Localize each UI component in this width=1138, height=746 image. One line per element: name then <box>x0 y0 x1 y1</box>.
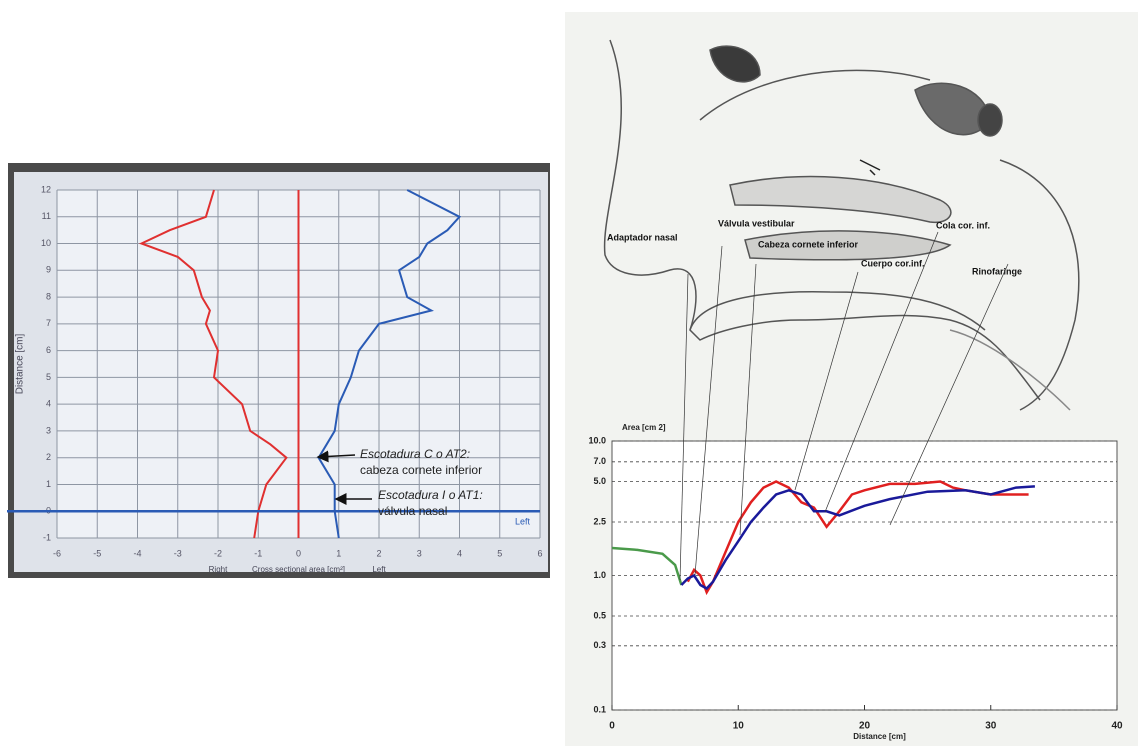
x-tick-label: 0 <box>296 548 301 558</box>
annotation: Escotadura I o AT1: <box>378 488 483 502</box>
y-tick-label: 10.0 <box>588 435 606 445</box>
y-tick-label: 1 <box>46 479 51 489</box>
anatomy-label: Rinofaringe <box>972 266 1022 276</box>
anatomy-label: Cola cor. inf. <box>936 220 990 230</box>
anatomy-label: Válvula vestibular <box>718 218 795 228</box>
y-axis-label: Distance [cm] <box>15 333 26 394</box>
x-tick-label: 3 <box>417 548 422 558</box>
annotation: cabeza cornete inferior <box>360 463 482 477</box>
y-tick-label: 1.0 <box>593 570 606 580</box>
y-tick-label: 7 <box>46 318 51 328</box>
y-tick-label: 3 <box>46 425 51 435</box>
x-tick-label: 30 <box>985 721 997 732</box>
anatomy-label: Adaptador nasal <box>607 232 678 242</box>
x-tick-label: -2 <box>214 548 222 558</box>
y-tick-label: 7.0 <box>593 456 606 466</box>
y-tick-label: 4 <box>46 399 51 409</box>
annotation: válvula nasal <box>378 504 447 518</box>
y-tick-label: -1 <box>43 532 51 542</box>
corner-label: Left <box>515 516 531 526</box>
x-tick-label: 1 <box>336 548 341 558</box>
side-label: Right <box>209 565 228 574</box>
side-label: Left <box>372 565 386 574</box>
y-axis-label: Area [cm 2] <box>622 423 666 432</box>
y-tick-label: 5.0 <box>593 476 606 486</box>
x-tick-label: -3 <box>174 548 182 558</box>
anatomy-label: Cabeza cornete inferior <box>758 239 859 249</box>
y-tick-label: 0.5 <box>593 610 606 620</box>
x-tick-label: 4 <box>457 548 462 558</box>
x-axis-label: Cross sectional area [cm²] <box>252 565 345 574</box>
y-tick-label: 11 <box>42 211 51 221</box>
figure: -6-5-4-3-2-10123456-10123456789101112010… <box>0 0 1138 746</box>
y-tick-label: 12 <box>41 184 51 194</box>
y-tick-label: 0.1 <box>593 704 606 714</box>
y-tick-label: 6 <box>46 345 51 355</box>
x-tick-label: -4 <box>133 548 141 558</box>
y-tick-label: 0.3 <box>593 640 606 650</box>
y-tick-label: 5 <box>46 372 51 382</box>
y-tick-label: 10 <box>41 238 51 248</box>
y-tick-label: 8 <box>46 291 51 301</box>
x-tick-label: -5 <box>93 548 101 558</box>
x-tick-label: 10 <box>733 721 745 732</box>
annotation: Escotadura C o AT2: <box>360 447 470 461</box>
x-axis-label: Distance [cm] <box>853 732 906 741</box>
x-tick-label: -6 <box>53 548 61 558</box>
x-tick-label: 40 <box>1111 721 1123 732</box>
x-tick-label: 5 <box>497 548 502 558</box>
x-tick-label: 2 <box>376 548 381 558</box>
y-tick-label: 2.5 <box>593 516 606 526</box>
anatomy-label: Cuerpo cor.inf. <box>861 258 925 268</box>
x-tick-label: 20 <box>859 721 871 732</box>
x-tick-label: -1 <box>254 548 262 558</box>
x-tick-label: 6 <box>537 548 542 558</box>
y-tick-label: 2 <box>46 452 51 462</box>
y-tick-label: 9 <box>46 265 51 275</box>
x-tick-label: 0 <box>609 721 615 732</box>
